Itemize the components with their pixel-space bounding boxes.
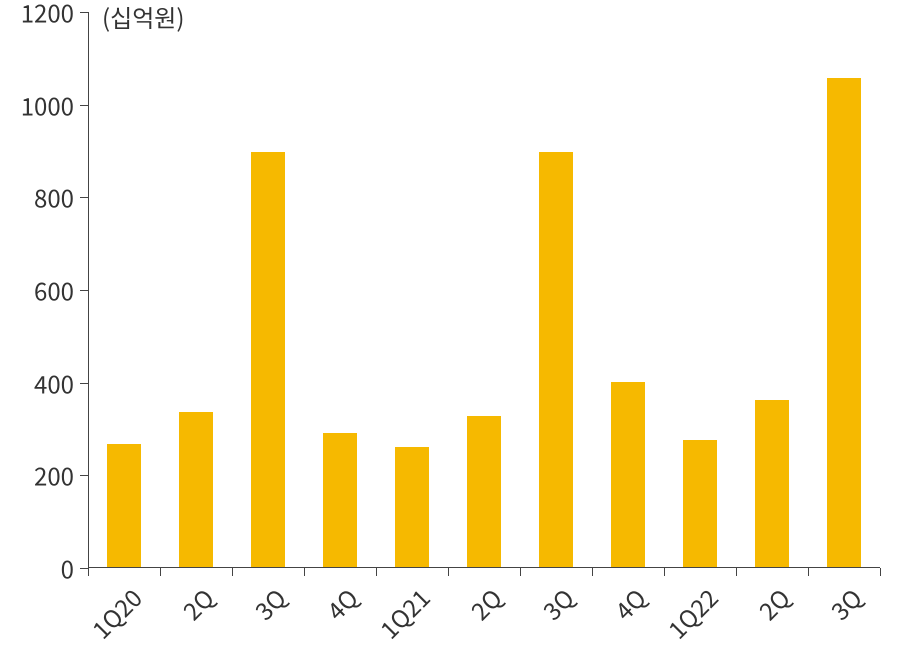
x-tick — [232, 568, 233, 576]
y-tick — [80, 197, 88, 198]
x-tick — [160, 568, 161, 576]
x-tick — [376, 568, 377, 576]
y-tick — [80, 568, 88, 569]
y-tick-label: 1000 — [21, 87, 74, 122]
bar — [323, 433, 358, 567]
x-tick — [304, 568, 305, 576]
x-tick — [736, 568, 737, 576]
bar — [467, 416, 502, 567]
x-tick — [592, 568, 593, 576]
y-tick-label: 800 — [34, 180, 74, 215]
y-tick — [80, 12, 88, 13]
y-tick-label: 0 — [61, 551, 74, 586]
y-tick — [80, 475, 88, 476]
bars-group — [88, 12, 880, 567]
bar — [827, 78, 862, 567]
y-tick-label: 1200 — [21, 0, 74, 30]
bar — [611, 382, 646, 567]
x-tick — [664, 568, 665, 576]
plot-area: (십억원) 0200400600800100012001Q202Q3Q4Q1Q2… — [88, 12, 880, 568]
bar — [683, 440, 718, 567]
x-tick — [88, 568, 89, 576]
y-tick-label: 600 — [34, 273, 74, 308]
y-tick-label: 200 — [34, 458, 74, 493]
x-tick-label: 1Q20 — [39, 580, 149, 648]
bar — [107, 444, 142, 567]
chart-container: (십억원) 0200400600800100012001Q202Q3Q4Q1Q2… — [0, 0, 900, 648]
bar — [179, 412, 214, 567]
bar — [755, 400, 790, 567]
bar — [539, 152, 574, 567]
bar — [251, 152, 286, 567]
y-tick-label: 400 — [34, 365, 74, 400]
y-tick — [80, 290, 88, 291]
x-tick — [808, 568, 809, 576]
y-tick — [80, 383, 88, 384]
x-tick — [880, 568, 881, 576]
bar — [395, 447, 430, 567]
x-axis-line — [88, 567, 880, 568]
x-tick — [520, 568, 521, 576]
y-tick — [80, 105, 88, 106]
x-tick — [448, 568, 449, 576]
